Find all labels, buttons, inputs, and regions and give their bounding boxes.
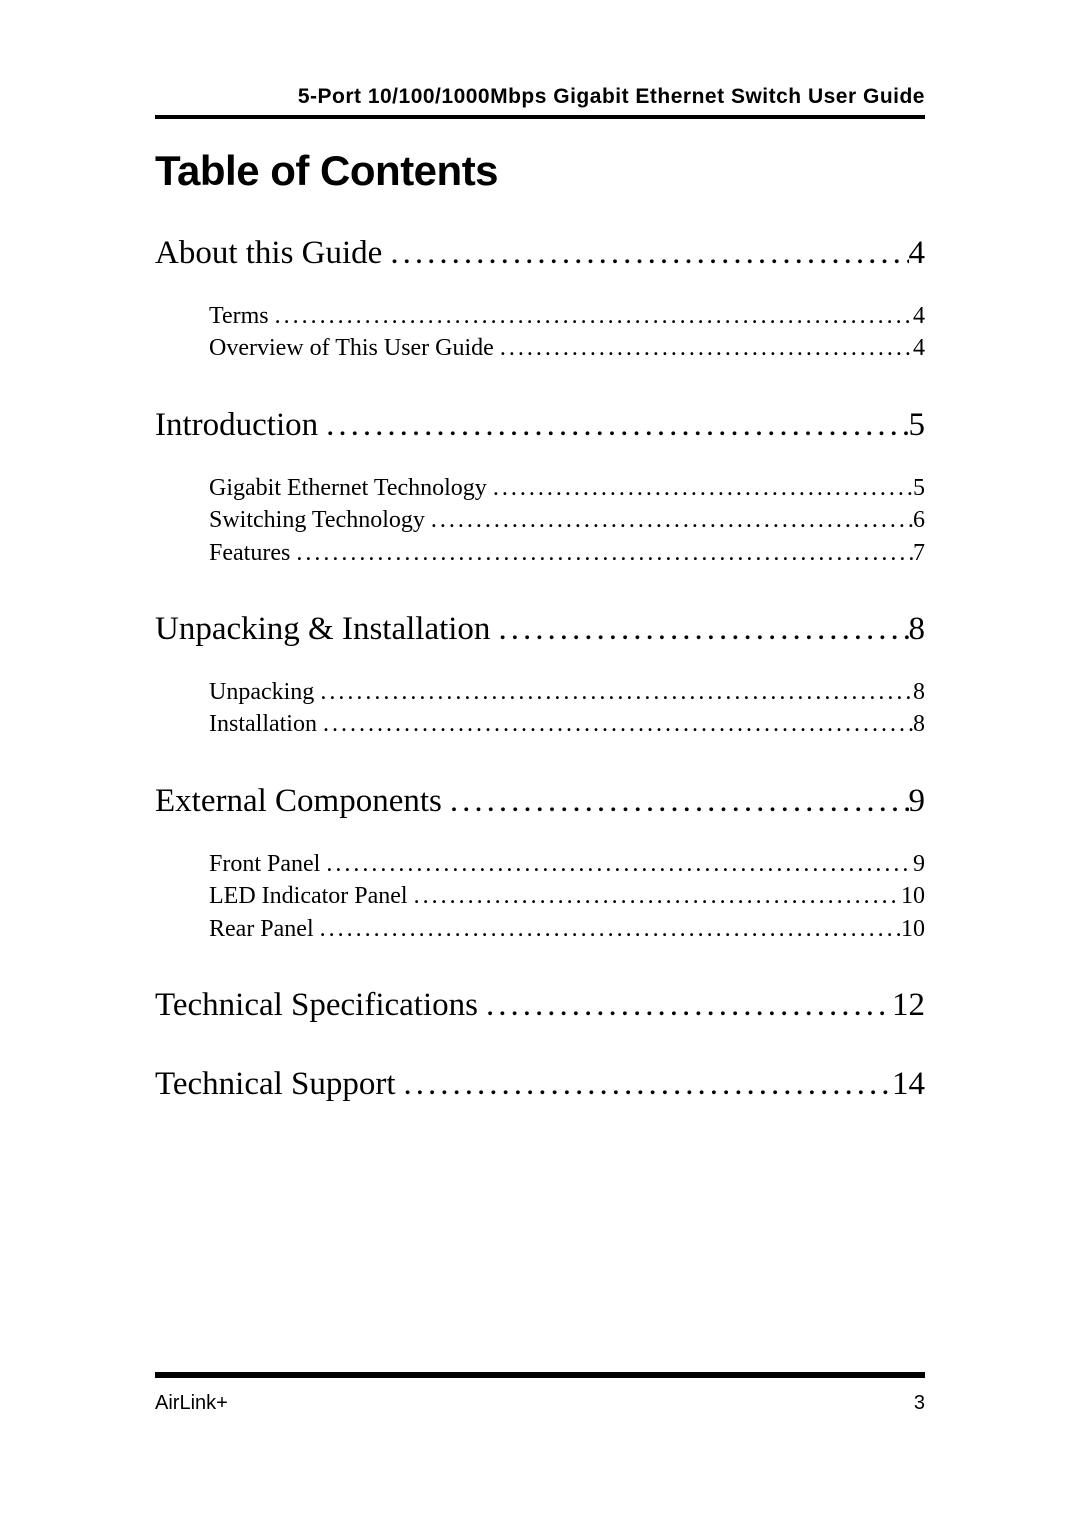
toc-entry-page: 8 xyxy=(909,611,926,648)
toc-entry-label: About this Guide xyxy=(155,235,382,272)
toc-entry-level1: Introduction............................… xyxy=(155,407,925,444)
toc-entry-label: Front Panel xyxy=(209,848,320,880)
toc-entry-page: 6 xyxy=(913,504,925,536)
toc-leader: ........................................… xyxy=(408,880,901,912)
toc-entry-level2: Installation............................… xyxy=(155,708,925,740)
toc-entry-label: Features xyxy=(209,537,290,569)
toc-entry-page: 9 xyxy=(913,848,925,880)
toc-entry-label: External Components xyxy=(155,783,442,820)
toc-section: External Components.....................… xyxy=(155,783,925,945)
toc-entry-level2: LED Indicator Panel.....................… xyxy=(155,880,925,912)
toc-entry-level1: Technical Specifications................… xyxy=(155,987,925,1024)
toc-entry-page: 9 xyxy=(909,783,926,820)
toc-section: Technical Support.......................… xyxy=(155,1066,925,1103)
toc-entry-label: Technical Support xyxy=(155,1066,396,1103)
toc-entry-level2: Rear Panel..............................… xyxy=(155,913,925,945)
toc-entry-page: 10 xyxy=(901,913,925,945)
toc-entry-level2: Unpacking...............................… xyxy=(155,676,925,708)
footer-page-number: 3 xyxy=(914,1392,925,1415)
toc-entry-label: Unpacking xyxy=(209,676,314,708)
toc-section: Unpacking & Installation................… xyxy=(155,611,925,741)
toc-entry-level2: Terms...................................… xyxy=(155,300,925,332)
toc-entry-level2: Overview of This User Guide.............… xyxy=(155,332,925,364)
toc-entry-page: 8 xyxy=(913,676,925,708)
toc-entry-label: LED Indicator Panel xyxy=(209,880,408,912)
toc-heading: Table of Contents xyxy=(155,147,925,195)
page-footer: AirLink+ 3 xyxy=(155,1372,925,1415)
footer-row: AirLink+ 3 xyxy=(155,1392,925,1415)
toc-entry-level1: Unpacking & Installation................… xyxy=(155,611,925,648)
toc-leader: ........................................… xyxy=(490,611,908,648)
toc-entry-level1: External Components.....................… xyxy=(155,783,925,820)
footer-rule xyxy=(155,1372,925,1378)
toc-entry-page: 12 xyxy=(892,987,925,1024)
toc-entry-level2: Front Panel.............................… xyxy=(155,848,925,880)
toc-entry-page: 4 xyxy=(909,235,926,272)
toc-entry-page: 14 xyxy=(892,1066,925,1103)
toc-leader: ........................................… xyxy=(487,472,913,504)
toc-entry-level1: About this Guide........................… xyxy=(155,235,925,272)
toc-leader: ........................................… xyxy=(442,783,909,820)
toc-entry-page: 7 xyxy=(913,537,925,569)
toc-entry-label: Rear Panel xyxy=(209,913,314,945)
toc-entry-level2: Gigabit Ethernet Technology.............… xyxy=(155,472,925,504)
toc-entry-level1: Technical Support.......................… xyxy=(155,1066,925,1103)
toc-leader: ........................................… xyxy=(320,848,913,880)
toc-entry-label: Introduction xyxy=(155,407,318,444)
toc-leader: ........................................… xyxy=(317,708,913,740)
toc-entry-label: Switching Technology xyxy=(209,504,425,536)
toc-leader: ........................................… xyxy=(382,235,908,272)
toc-entry-label: Terms xyxy=(209,300,269,332)
toc-entry-page: 10 xyxy=(901,880,925,912)
toc-entry-label: Technical Specifications xyxy=(155,987,478,1024)
toc-entry-level2: Switching Technology....................… xyxy=(155,504,925,536)
toc-leader: ........................................… xyxy=(269,300,913,332)
toc-leader: ........................................… xyxy=(478,987,892,1024)
toc-section: Technical Specifications................… xyxy=(155,987,925,1024)
toc-entry-page: 8 xyxy=(913,708,925,740)
toc-section: Introduction............................… xyxy=(155,407,925,569)
toc-entry-page: 5 xyxy=(913,472,925,504)
toc-entry-label: Unpacking & Installation xyxy=(155,611,490,648)
header-rule xyxy=(155,115,925,119)
toc-leader: ........................................… xyxy=(425,504,913,536)
toc-leader: ........................................… xyxy=(396,1066,892,1103)
toc-leader: ........................................… xyxy=(494,332,913,364)
toc-entry-page: 4 xyxy=(913,332,925,364)
document-header-title: 5-Port 10/100/1000Mbps Gigabit Ethernet … xyxy=(155,85,925,109)
toc-leader: ........................................… xyxy=(318,407,908,444)
toc-entry-label: Gigabit Ethernet Technology xyxy=(209,472,487,504)
toc-entry-label: Installation xyxy=(209,708,317,740)
toc-leader: ........................................… xyxy=(314,913,901,945)
toc-body: About this Guide........................… xyxy=(155,235,925,1103)
toc-entry-page: 4 xyxy=(913,300,925,332)
toc-leader: ........................................… xyxy=(290,537,913,569)
footer-brand: AirLink+ xyxy=(155,1392,228,1415)
toc-leader: ........................................… xyxy=(314,676,913,708)
toc-entry-page: 5 xyxy=(909,407,926,444)
toc-section: About this Guide........................… xyxy=(155,235,925,365)
page-container: 5-Port 10/100/1000Mbps Gigabit Ethernet … xyxy=(0,0,1080,1103)
toc-entry-label: Overview of This User Guide xyxy=(209,332,494,364)
toc-entry-level2: Features................................… xyxy=(155,537,925,569)
